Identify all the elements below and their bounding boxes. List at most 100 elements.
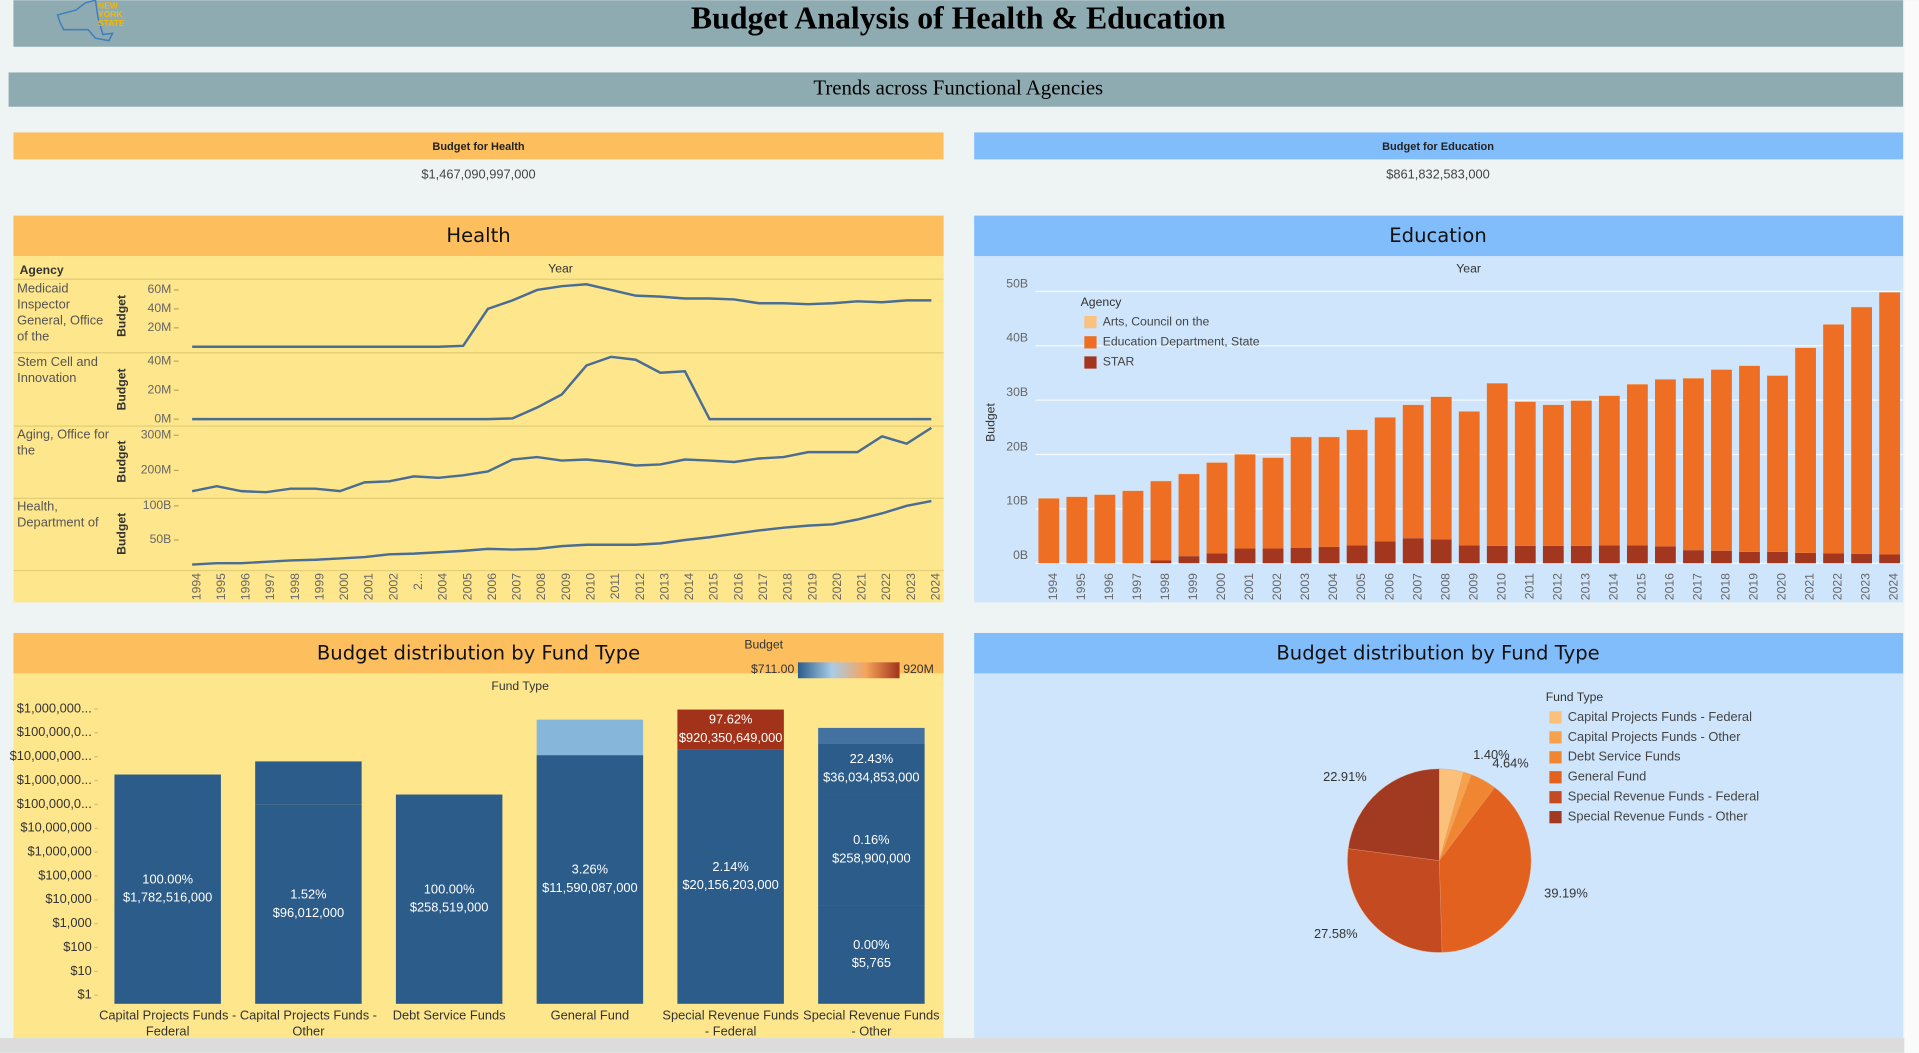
bar [1206, 553, 1228, 564]
x-tick-label: 1994 [189, 573, 203, 600]
bar [1851, 307, 1873, 554]
column-header: Agency [20, 263, 64, 277]
bar [1430, 539, 1452, 564]
bar [1290, 547, 1312, 564]
x-tick-label: 2008 [1438, 573, 1452, 600]
x-tick-label: 2006 [485, 573, 499, 600]
x-tick-label: 1995 [1074, 573, 1088, 600]
bar-segment [255, 804, 362, 1004]
y-tick-label: 0B [1013, 548, 1028, 562]
y-tick-label: 40M [148, 301, 172, 315]
bar [1514, 545, 1536, 564]
share-label: 0.00% [853, 937, 889, 952]
legend-label: General Fund [1568, 769, 1647, 784]
value-label: $20,156,203,000 [682, 877, 778, 892]
y-tick-label: 50B [150, 532, 172, 546]
bar [1823, 324, 1844, 554]
agency-name-box: Stem Cell and Innovation [17, 355, 98, 386]
bar [1206, 462, 1228, 554]
x-tick-label: 1994 [1046, 573, 1060, 600]
kpi-bar [974, 132, 1904, 160]
x-tick-label: 2022 [1831, 573, 1845, 600]
x-tick-label: 2019 [805, 573, 819, 600]
bar-segment [255, 761, 362, 805]
x-tick-label: Debt Service Funds [392, 1008, 506, 1024]
share-label: 2.14% [712, 859, 748, 874]
logo-outline [56, 0, 114, 42]
x-tick-label: 2024 [928, 573, 942, 600]
bar-segment [677, 749, 784, 1004]
bar [1598, 545, 1620, 564]
x-axis-title: Fund Type [491, 679, 549, 693]
bar [1655, 546, 1676, 564]
bar-segment [818, 905, 925, 1004]
legend-swatch [1549, 771, 1562, 784]
value-label: $5,765 [852, 955, 891, 970]
x-tick-label: 2020 [1775, 573, 1789, 600]
y-tick-label: $10,000,000... [10, 748, 92, 763]
panel-header [13, 632, 944, 674]
agency-name: Aging, Office for the [17, 427, 110, 458]
x-tick-label: 1997 [263, 573, 277, 600]
y-tick-label: $1,000,000... [17, 772, 92, 787]
x-tick-label-box: Capital Projects Funds - Federal [99, 1009, 236, 1038]
x-tick-label: 1999 [312, 573, 326, 600]
x-tick-label: 2013 [657, 573, 671, 600]
x-tick-label: 2012 [1550, 573, 1564, 600]
logo-text: YORK [98, 9, 124, 19]
x-tick-label: 2014 [682, 573, 696, 600]
legend-swatch [1084, 356, 1097, 369]
scrollbar [1904, 0, 1919, 1053]
agency-name: Health, Department of [17, 499, 99, 531]
bar [1234, 454, 1256, 549]
y-tick-label: $10 [70, 963, 91, 978]
legend-label: 920M [903, 662, 934, 676]
kpi-bar [13, 132, 944, 160]
bar [1038, 498, 1060, 564]
bar [1711, 550, 1732, 564]
value-label: $1,782,516,000 [123, 890, 212, 905]
bar [1458, 545, 1480, 564]
pie-slice [1347, 848, 1443, 953]
x-tick-label: 2013 [1578, 573, 1592, 600]
x-tick-label: 2004 [436, 573, 450, 600]
x-axis-title: Year [548, 262, 573, 276]
x-tick-label: 2001 [362, 573, 376, 600]
bar [1374, 541, 1396, 564]
bar [1767, 375, 1788, 552]
bar [1683, 378, 1704, 551]
slice-label: 27.58% [1314, 926, 1358, 941]
x-tick-label-box: Special Revenue Funds - Federal [662, 1009, 798, 1038]
bar [1626, 545, 1648, 564]
panel [13, 215, 944, 603]
share-label: 0.16% [853, 832, 889, 847]
bar [1626, 384, 1648, 546]
chart-title: Health [446, 224, 510, 247]
x-tick-label: 2007 [1410, 573, 1424, 600]
legend-label: Capital Projects Funds - Other [1568, 729, 1741, 744]
panel-header [974, 632, 1904, 674]
bar-segment [536, 719, 644, 756]
line [192, 283, 932, 348]
kpi-value: $861,832,583,000 [1386, 167, 1490, 182]
share-label: 3.26% [572, 862, 608, 877]
bar [1739, 551, 1760, 564]
x-tick-label: 2010 [1494, 573, 1508, 600]
value-label: $920,350,649,000 [679, 730, 783, 745]
x-tick-label: 2023 [904, 573, 918, 600]
bar-segment [395, 794, 503, 1004]
legend-label: Special Revenue Funds - Federal [1568, 789, 1759, 804]
x-tick-label: 2007 [510, 573, 524, 600]
chart-title: Budget distribution by Fund Type [317, 641, 640, 664]
chart-title: Budget distribution by Fund Type [1276, 641, 1599, 664]
x-tick-label: 2... [411, 573, 425, 590]
bar [1683, 550, 1704, 564]
bar [1150, 560, 1172, 564]
x-tick-label: 1999 [1186, 573, 1200, 600]
legend-swatch [1549, 791, 1562, 804]
bar [1150, 481, 1172, 561]
dashboard-title: Budget Analysis of Health & Education [691, 0, 1226, 35]
bar-segment [677, 709, 784, 750]
legend-swatch [1549, 751, 1562, 764]
bar [1178, 556, 1200, 564]
